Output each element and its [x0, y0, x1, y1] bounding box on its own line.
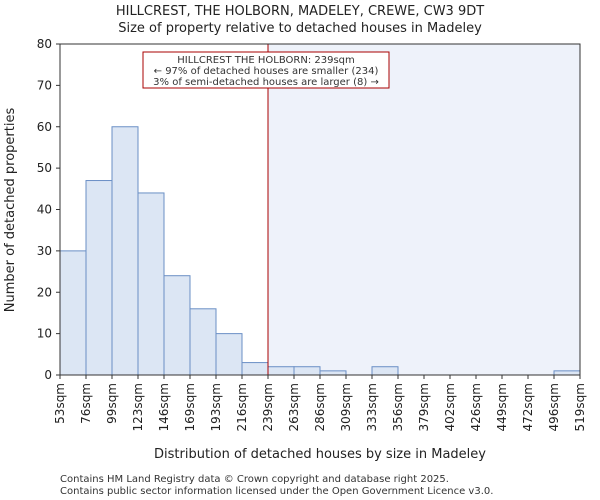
- bar-496sqm: [553, 370, 581, 376]
- bar-123sqm: [137, 192, 165, 376]
- x-tick-label-496sqm: 496sqm: [547, 383, 561, 431]
- x-tick-label-519sqm: 519sqm: [573, 383, 587, 431]
- x-tick-label-356sqm: 356sqm: [391, 383, 405, 431]
- annotation-line-3: 3% of semi-detached houses are larger (8…: [153, 77, 379, 88]
- bar-99sqm: [111, 126, 139, 376]
- highlight-region: [268, 44, 580, 375]
- x-tick-label-123sqm: 123sqm: [131, 383, 145, 431]
- annotation-line-2: ← 97% of detached houses are smaller (23…: [154, 66, 379, 77]
- y-tick-label-80: 80: [37, 37, 52, 51]
- y-axis-label: Number of detached properties: [3, 108, 18, 313]
- bar-146sqm: [163, 275, 191, 376]
- y-tick-label-10: 10: [37, 327, 52, 341]
- x-tick-label-169sqm: 169sqm: [183, 383, 197, 431]
- x-tick-label-379sqm: 379sqm: [417, 383, 431, 431]
- bar-193sqm: [215, 333, 243, 376]
- y-tick-label-0: 0: [44, 368, 52, 382]
- footer-line-1: Contains HM Land Registry data © Crown c…: [60, 474, 449, 485]
- x-tick-label-472sqm: 472sqm: [521, 383, 535, 431]
- x-tick-label-309sqm: 309sqm: [339, 383, 353, 431]
- x-tick-label-99sqm: 99sqm: [105, 383, 119, 424]
- chart-title: HILLCREST, THE HOLBORN, MADELEY, CREWE, …: [116, 4, 484, 19]
- x-tick-label-216sqm: 216sqm: [235, 383, 249, 431]
- x-tick-label-333sqm: 333sqm: [365, 383, 379, 431]
- y-tick-label-50: 50: [37, 161, 52, 175]
- bar-216sqm: [241, 362, 269, 376]
- y-tick-label-30: 30: [37, 244, 52, 258]
- x-tick-label-193sqm: 193sqm: [209, 383, 223, 431]
- bar-239sqm: [267, 366, 295, 376]
- x-tick-label-263sqm: 263sqm: [287, 383, 301, 431]
- bar-76sqm: [85, 180, 113, 376]
- x-tick-label-239sqm: 239sqm: [261, 383, 275, 431]
- x-tick-label-449sqm: 449sqm: [495, 383, 509, 431]
- bar-263sqm: [293, 366, 321, 376]
- x-tick-label-146sqm: 146sqm: [157, 383, 171, 431]
- bar-53sqm: [59, 250, 87, 376]
- x-tick-label-402sqm: 402sqm: [443, 383, 457, 431]
- annotation-box: [142, 51, 390, 89]
- annotation-line-1: HILLCREST THE HOLBORN: 239sqm: [177, 55, 355, 66]
- plot-area: 0 10 20 30 40 50 60 70 80 53sqm 76sqm 99sqm 123sqm 14…: [37, 37, 587, 431]
- footer-line-2: Contains public sector information licen…: [60, 486, 493, 497]
- bar-169sqm: [189, 308, 217, 376]
- y-tick-label-20: 20: [37, 285, 52, 299]
- x-tick-label-53sqm: 53sqm: [53, 383, 67, 424]
- y-tick-label-60: 60: [37, 120, 52, 134]
- bar-333sqm: [371, 366, 399, 376]
- x-tick-label-286sqm: 286sqm: [313, 383, 327, 431]
- y-tick-label-70: 70: [37, 78, 52, 92]
- y-tick-label-40: 40: [37, 203, 52, 217]
- x-tick-label-76sqm: 76sqm: [79, 383, 93, 424]
- x-axis-label: Distribution of detached houses by size …: [154, 447, 486, 462]
- bar-286sqm: [319, 370, 347, 376]
- x-tick-label-426sqm: 426sqm: [469, 383, 483, 431]
- chart-subtitle: Size of property relative to detached ho…: [118, 21, 482, 36]
